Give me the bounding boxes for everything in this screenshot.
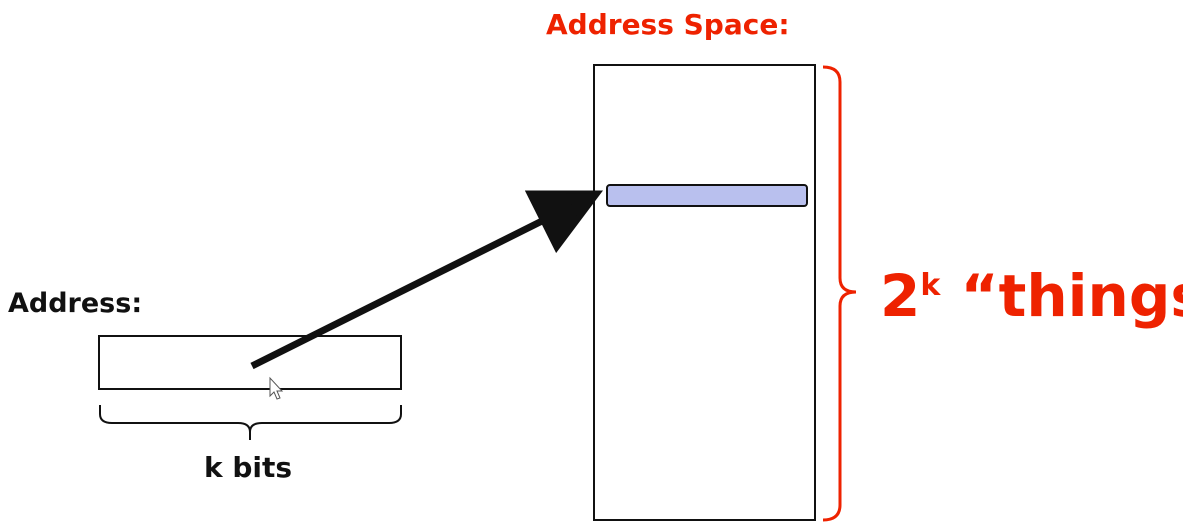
address-box bbox=[98, 335, 402, 390]
things-count-label: 2k “things” bbox=[880, 262, 1183, 330]
memory-entry-highlight bbox=[606, 184, 808, 207]
things-text: “things” bbox=[960, 262, 1183, 330]
pointer-arrowhead bbox=[566, 193, 596, 216]
address-label: Address: bbox=[8, 288, 143, 319]
things-exponent: k bbox=[920, 268, 941, 303]
mouse-cursor-icon bbox=[269, 376, 284, 400]
address-space-box bbox=[593, 64, 816, 521]
k-bits-brace bbox=[99, 405, 402, 440]
pointer-arrow bbox=[250, 190, 604, 370]
address-space-label: Address Space: bbox=[546, 8, 790, 41]
things-brace bbox=[822, 65, 857, 522]
k-bits-label: k bits bbox=[204, 451, 293, 484]
things-base: 2 bbox=[880, 262, 921, 330]
